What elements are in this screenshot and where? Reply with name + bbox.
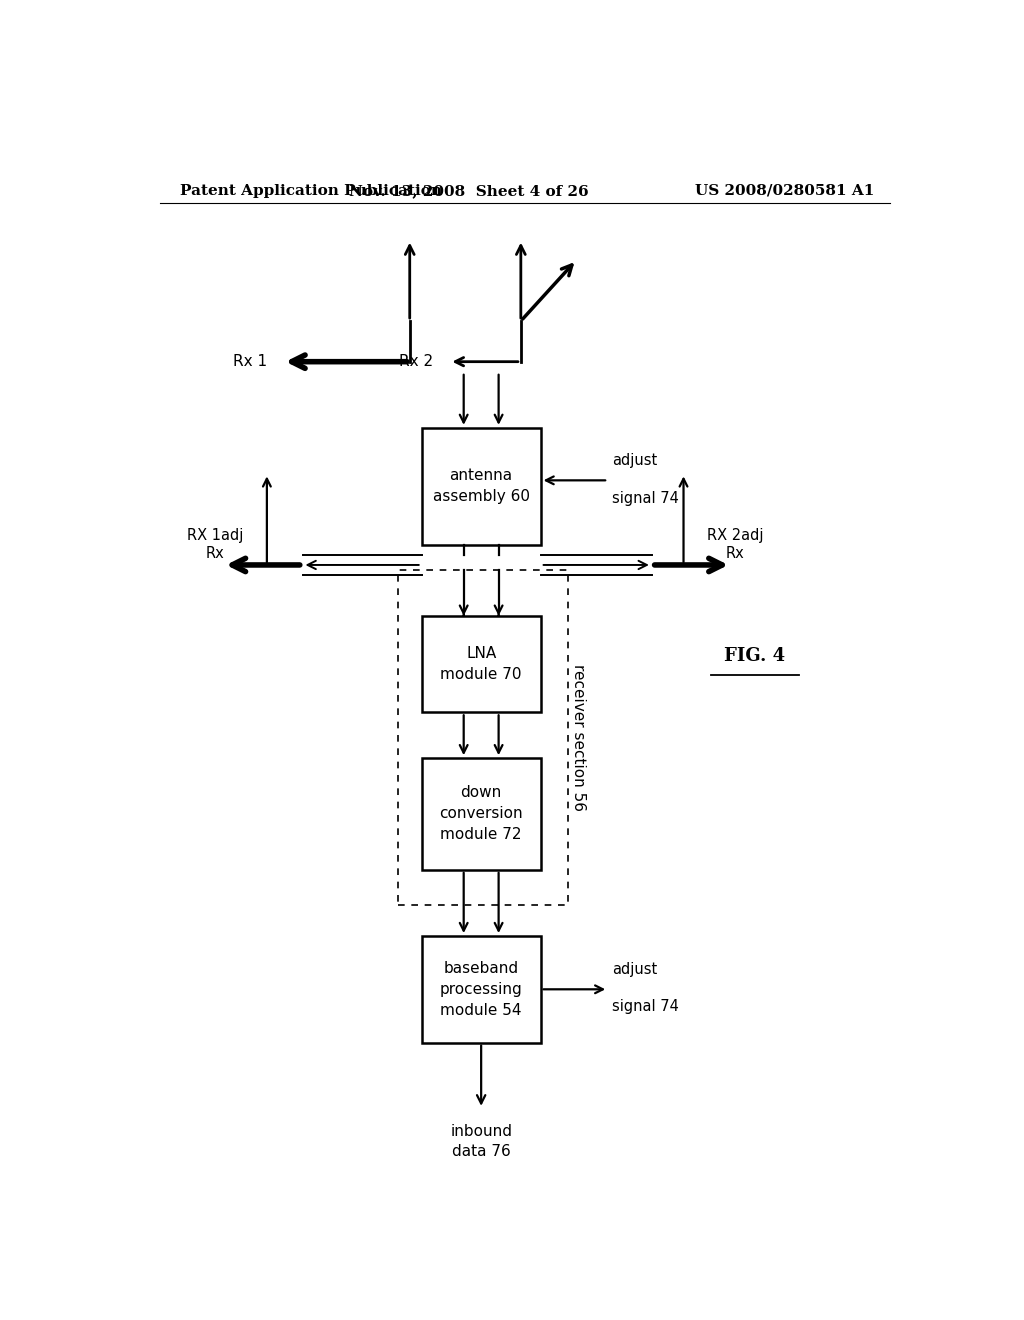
Text: adjust: adjust bbox=[612, 962, 657, 977]
Text: receiver section 56: receiver section 56 bbox=[571, 664, 587, 812]
Text: LNA
module 70: LNA module 70 bbox=[440, 645, 522, 682]
Text: adjust: adjust bbox=[612, 453, 657, 469]
Text: inbound
data 76: inbound data 76 bbox=[451, 1125, 512, 1159]
Text: FIG. 4: FIG. 4 bbox=[724, 647, 785, 665]
Text: antenna
assembly 60: antenna assembly 60 bbox=[433, 469, 529, 504]
Bar bbox=[397, 570, 568, 906]
Bar bbox=[422, 936, 541, 1043]
Text: RX 2adj
Rx: RX 2adj Rx bbox=[707, 528, 763, 561]
Text: RX 1adj
Rx: RX 1adj Rx bbox=[187, 528, 244, 561]
Bar bbox=[422, 758, 541, 870]
Text: baseband
processing
module 54: baseband processing module 54 bbox=[439, 961, 522, 1018]
Bar bbox=[422, 428, 541, 545]
Text: down
conversion
module 72: down conversion module 72 bbox=[439, 785, 523, 842]
Text: Nov. 13, 2008  Sheet 4 of 26: Nov. 13, 2008 Sheet 4 of 26 bbox=[349, 183, 589, 198]
Text: US 2008/0280581 A1: US 2008/0280581 A1 bbox=[694, 183, 873, 198]
Text: Patent Application Publication: Patent Application Publication bbox=[179, 183, 441, 198]
Bar bbox=[422, 615, 541, 713]
Text: Rx 1: Rx 1 bbox=[232, 354, 267, 370]
Text: signal 74: signal 74 bbox=[612, 491, 679, 506]
Text: signal 74: signal 74 bbox=[612, 999, 679, 1015]
Text: Rx 2: Rx 2 bbox=[399, 354, 433, 370]
